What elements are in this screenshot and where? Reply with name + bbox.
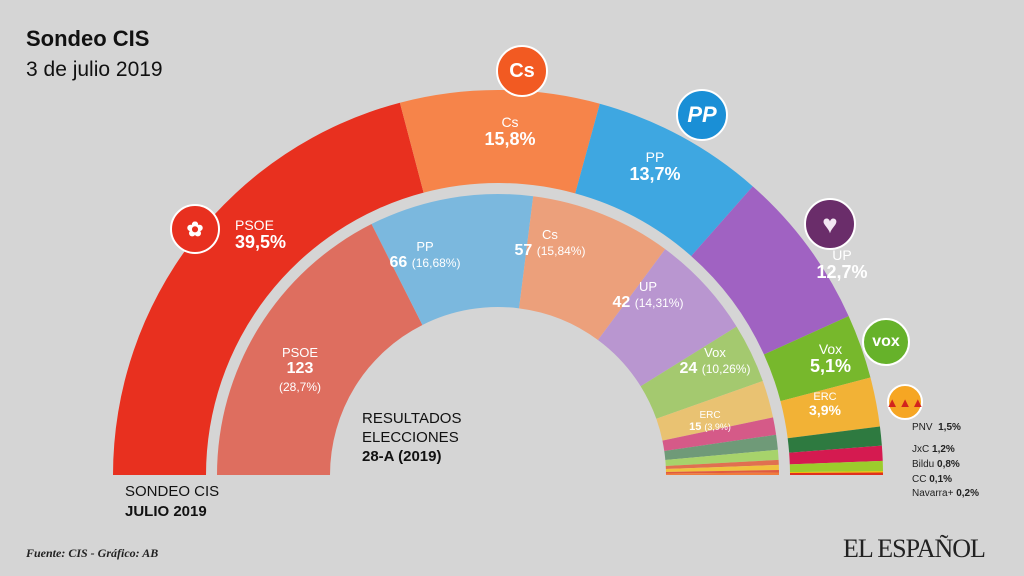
inner-label-psoe: PSOE 123 (28,7%) bbox=[278, 345, 322, 394]
inner-label-erc: ERC 15 (3,9%) bbox=[689, 410, 731, 433]
brand-logo: EL ESPAÑOL bbox=[843, 534, 986, 563]
outer-label-up: UP 12,7% bbox=[816, 247, 868, 283]
outer-slice-erc bbox=[780, 377, 880, 439]
inner-slice-other-7 bbox=[664, 434, 778, 460]
source-note: Fuente: CIS - Gráfico: AB bbox=[26, 546, 159, 560]
inner-slice-other-10 bbox=[665, 464, 779, 472]
outer-slice-jxc bbox=[789, 445, 883, 465]
outer-ring-title: SONDEO CIS JULIO 2019 bbox=[125, 483, 220, 520]
legend-cc: CC 0,1% bbox=[912, 474, 953, 485]
page-subtitle: 3 de julio 2019 bbox=[26, 58, 163, 81]
pp-logo-icon: PP bbox=[676, 89, 728, 141]
inner-slice-other-9 bbox=[665, 459, 779, 469]
inner-slice-cs bbox=[519, 196, 666, 340]
legend-bildu: Bildu 0,8% bbox=[912, 459, 960, 470]
outer-slice-bildu bbox=[789, 460, 883, 473]
inner-slice-other-12 bbox=[665, 472, 780, 475]
inner-slice-psoe bbox=[217, 224, 423, 475]
inner-label-cs: Cs 57 (15,84%) bbox=[514, 227, 586, 260]
outer-slice-cc bbox=[789, 471, 883, 474]
up-logo-icon: ♥ bbox=[804, 198, 856, 250]
legend-navarra: Navarra+ 0,2% bbox=[912, 488, 979, 499]
outer-slice-psoe bbox=[113, 102, 424, 475]
vox-logo-icon: vox bbox=[862, 318, 910, 366]
outer-slice-cs bbox=[399, 90, 600, 194]
inner-slice-vox bbox=[640, 326, 763, 419]
psoe-logo-icon: ✿ bbox=[170, 204, 220, 254]
outer-label-cs: Cs 15,8% bbox=[484, 114, 536, 150]
legend-pnv: PNV 1,5% bbox=[912, 422, 961, 433]
outer-label-erc: ERC 3,9% bbox=[809, 391, 841, 419]
outer-label-pp: PP 13,7% bbox=[629, 149, 681, 185]
outer-slice-vox bbox=[763, 316, 871, 402]
page-title: Sondeo CIS bbox=[26, 26, 150, 51]
inner-slice-other-11 bbox=[665, 469, 779, 474]
inner-slice-other-6 bbox=[662, 417, 777, 451]
erc-logo-icon: ▲▲▲ bbox=[886, 384, 924, 420]
inner-label-vox: Vox 24 (10,26%) bbox=[679, 345, 751, 378]
inner-slice-pp bbox=[371, 194, 534, 325]
inner-slice-up bbox=[597, 249, 737, 387]
inner-slice-other-8 bbox=[665, 449, 779, 466]
inner-label-pp: PP 66 (16,68%) bbox=[389, 239, 461, 272]
inner-slice-erc bbox=[656, 381, 774, 441]
inner-ring-title: RESULTADOS ELECCIONES 28-A (2019) bbox=[362, 410, 462, 465]
inner-label-up: UP 42 (14,31%) bbox=[612, 279, 684, 312]
outer-label-psoe: PSOE 39,5% bbox=[235, 217, 287, 253]
cs-logo-icon: Cs bbox=[496, 45, 548, 97]
outer-slice-pp bbox=[575, 103, 753, 257]
outer-slice-pnv bbox=[787, 426, 882, 453]
legend-jxc: JxC 1,2% bbox=[912, 444, 955, 455]
outer-slice-up bbox=[691, 186, 849, 355]
outer-slice-navarra- bbox=[789, 472, 883, 475]
outer-label-vox: Vox 5,1% bbox=[809, 341, 852, 377]
